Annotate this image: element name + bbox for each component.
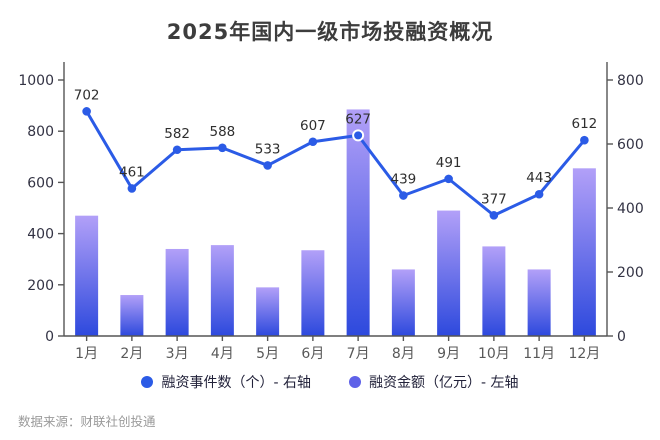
chart-title: 2025年国内一级市场投融资概况: [166, 20, 494, 44]
x-axis-tick-label: 4月: [211, 346, 234, 362]
right-axis-tick-label: 800: [617, 73, 644, 89]
x-axis-tick-label: 9月: [437, 346, 460, 362]
x-axis-tick-label: 5月: [256, 346, 279, 362]
left-axis-tick-label: 1000: [18, 73, 54, 89]
line-marker-4月: [218, 143, 227, 153]
line-marker-9月: [444, 174, 453, 184]
x-axis-tick-label: 12月: [568, 346, 600, 362]
right-axis-tick-label: 400: [617, 201, 644, 217]
legend-item-amount: 融资金额（亿元）- 左轴: [349, 372, 519, 392]
x-axis-tick-label: 7月: [347, 346, 370, 362]
x-axis-tick-label: 2月: [120, 346, 143, 362]
right-axis-tick-label: 600: [617, 137, 644, 153]
right-axis-tick-label: 0: [617, 329, 626, 345]
bar-12月: [572, 168, 596, 336]
data-label: 533: [255, 141, 281, 157]
left-axis-tick-label: 600: [27, 175, 54, 191]
line-series-events: 702 461 582 588 533 607 627 439 491 377 443 612: [74, 87, 597, 220]
x-axis-tick-label: 3月: [166, 346, 189, 362]
left-axis-tick-label: 0: [45, 329, 54, 345]
data-label: 588: [209, 124, 235, 140]
data-label: 702: [74, 87, 100, 103]
data-label: 439: [390, 172, 416, 188]
x-axis-tick-label: 6月: [301, 346, 324, 362]
x-axis-tick-label: 10月: [478, 346, 510, 362]
legend-marker-icon: [141, 376, 154, 388]
bar-3月: [165, 248, 189, 336]
legend-label-events: 融资事件数（个）- 右轴: [161, 375, 311, 391]
line-marker-1月: [82, 107, 91, 116]
bar-2月: [120, 295, 144, 336]
line-marker-12月: [580, 135, 589, 145]
left-axis-tick-label: 200: [27, 278, 54, 294]
data-label: 377: [481, 191, 507, 207]
data-label: 582: [164, 126, 190, 142]
data-label: 612: [571, 116, 597, 132]
bar-8月: [391, 269, 415, 336]
bar-4月: [210, 245, 234, 336]
left-axis-tick-label: 800: [27, 124, 54, 140]
bar-9月: [437, 210, 461, 336]
line-marker-5月: [263, 161, 272, 170]
x-axis-tick-label: 11月: [523, 346, 555, 362]
line-marker-11月: [534, 189, 544, 199]
line-marker-2月: [127, 184, 137, 193]
data-source-note: 数据来源：财联社创投通: [18, 414, 156, 429]
axes: 0 200 400 600 800 1000 0 200 400 600 800 1月 2月 3月 4月 5月…: [18, 62, 644, 362]
line-marker-8月: [399, 191, 408, 200]
x-axis-tick-label: 8月: [392, 346, 415, 362]
bar-1月: [75, 215, 99, 336]
line-marker-6月: [308, 137, 318, 147]
right-axis-tick-label: 200: [617, 265, 644, 281]
legend-label-amount: 融资金额（亿元）- 左轴: [369, 375, 519, 391]
bar-10月: [482, 246, 506, 336]
bars-series-amount: [75, 109, 596, 336]
legend-item-events: 融资事件数（个）- 右轴: [141, 372, 311, 392]
bar-6月: [301, 250, 325, 336]
line-marker-7月: [352, 129, 365, 142]
bar-5月: [256, 287, 280, 336]
x-axis-tick-label: 1月: [75, 346, 98, 362]
data-label: 607: [300, 118, 326, 134]
data-label: 627: [345, 111, 371, 127]
bar-11月: [527, 269, 551, 336]
bar-7月: [346, 109, 370, 336]
data-label: 443: [526, 170, 552, 186]
data-label: 461: [119, 164, 145, 180]
chart-legend: 融资事件数（个）- 右轴 融资金额（亿元）- 左轴: [0, 372, 660, 392]
line-marker-10月: [489, 211, 499, 220]
left-axis-tick-label: 400: [27, 227, 54, 243]
data-label: 491: [436, 155, 462, 171]
line-marker-3月: [172, 145, 182, 155]
legend-marker-icon: [349, 376, 361, 388]
